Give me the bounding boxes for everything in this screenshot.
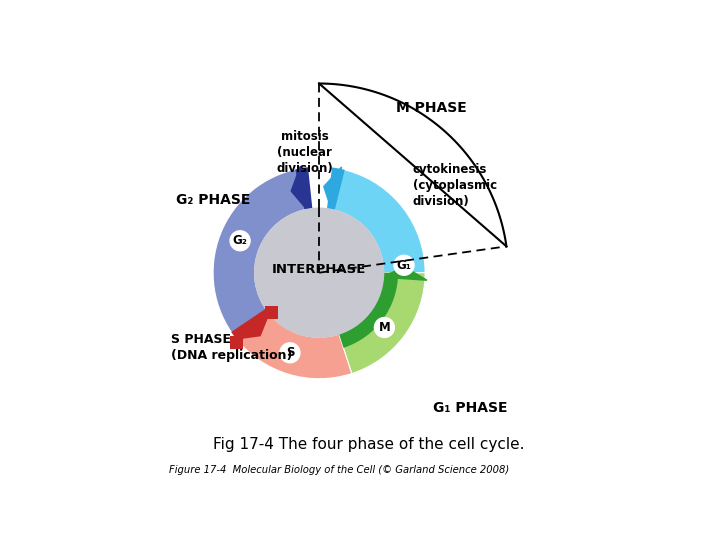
Text: G₂ PHASE: G₂ PHASE <box>176 193 250 207</box>
Polygon shape <box>382 267 427 280</box>
Polygon shape <box>291 166 308 211</box>
Text: G₁: G₁ <box>397 259 411 272</box>
Text: G₂: G₂ <box>233 234 248 247</box>
Text: Fig 17-4 The four phase of the cell cycle.: Fig 17-4 The four phase of the cell cycl… <box>213 437 525 453</box>
Polygon shape <box>234 311 270 339</box>
Wedge shape <box>339 273 398 348</box>
Text: S: S <box>286 346 294 359</box>
Circle shape <box>374 318 395 338</box>
Text: M: M <box>379 321 390 334</box>
Wedge shape <box>213 168 308 338</box>
Wedge shape <box>235 312 352 379</box>
Circle shape <box>230 231 250 251</box>
Text: G₁ PHASE: G₁ PHASE <box>433 401 508 415</box>
Polygon shape <box>324 167 341 212</box>
Text: INTERPHASE: INTERPHASE <box>272 263 366 276</box>
Wedge shape <box>327 167 345 210</box>
Text: cytokinesis
(cytoplasmic
division): cytokinesis (cytoplasmic division) <box>413 163 497 208</box>
Polygon shape <box>230 335 243 349</box>
Wedge shape <box>339 273 425 374</box>
Wedge shape <box>333 169 425 371</box>
Circle shape <box>280 343 300 363</box>
Circle shape <box>394 255 414 275</box>
Text: S PHASE
(DNA replication): S PHASE (DNA replication) <box>171 333 293 362</box>
Text: mitosis
(nuclear
division): mitosis (nuclear division) <box>276 130 333 174</box>
Text: Figure 17-4  Molecular Biology of the Cell (© Garland Science 2008): Figure 17-4 Molecular Biology of the Cel… <box>168 465 509 475</box>
Polygon shape <box>265 306 278 320</box>
Circle shape <box>255 208 384 337</box>
Text: M PHASE: M PHASE <box>396 102 467 116</box>
Wedge shape <box>231 309 271 342</box>
Wedge shape <box>295 167 312 210</box>
